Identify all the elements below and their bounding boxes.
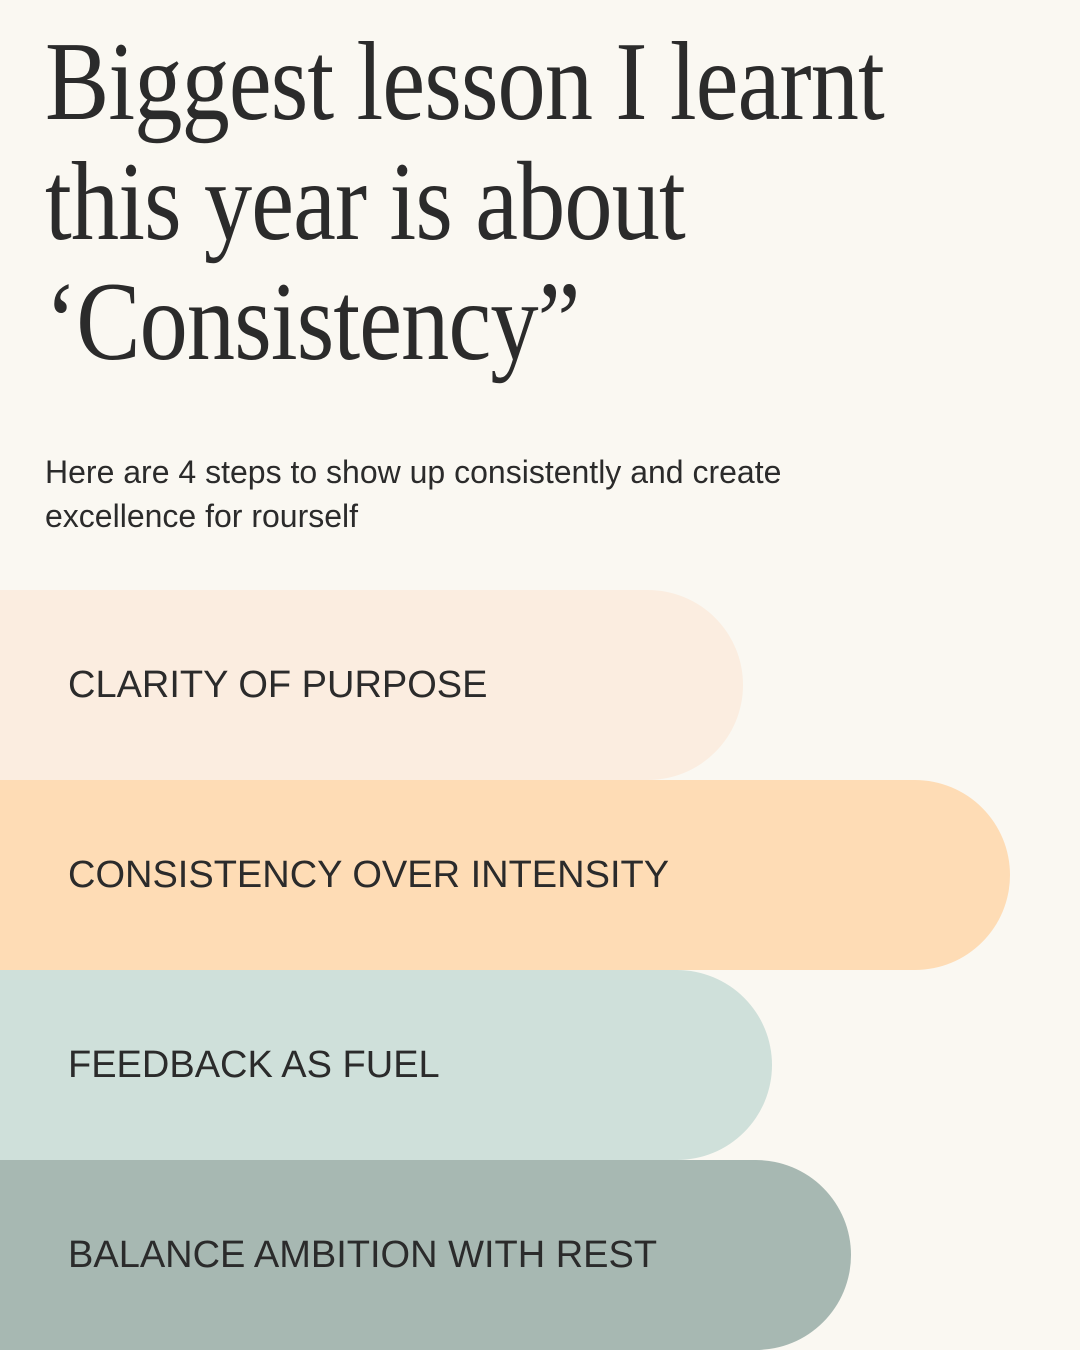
subtitle-line-2: excellence for rourself bbox=[45, 498, 359, 534]
headline-line-2: this year is about bbox=[45, 140, 686, 264]
subtitle: Here are 4 steps to show up consistently… bbox=[45, 450, 945, 538]
headline-line-3: ‘Consistency” bbox=[45, 260, 580, 384]
headline-line-1: Biggest lesson I learnt bbox=[45, 20, 885, 144]
headline: Biggest lesson I learnt this year is abo… bbox=[45, 22, 905, 382]
subtitle-line-1: Here are 4 steps to show up consistently… bbox=[45, 454, 782, 490]
step-label: CONSISTENCY OVER INTENSITY bbox=[68, 853, 670, 896]
step-label: FEEDBACK AS FUEL bbox=[68, 1043, 440, 1086]
step-feedback-as-fuel: FEEDBACK AS FUEL bbox=[0, 970, 772, 1160]
step-label: CLARITY OF PURPOSE bbox=[68, 663, 488, 706]
step-clarity-of-purpose: CLARITY OF PURPOSE bbox=[0, 590, 743, 780]
step-balance-ambition-with-rest: BALANCE AMBITION WITH REST bbox=[0, 1160, 851, 1350]
step-consistency-over-intensity: CONSISTENCY OVER INTENSITY bbox=[0, 780, 1010, 970]
step-label: BALANCE AMBITION WITH REST bbox=[68, 1233, 658, 1276]
